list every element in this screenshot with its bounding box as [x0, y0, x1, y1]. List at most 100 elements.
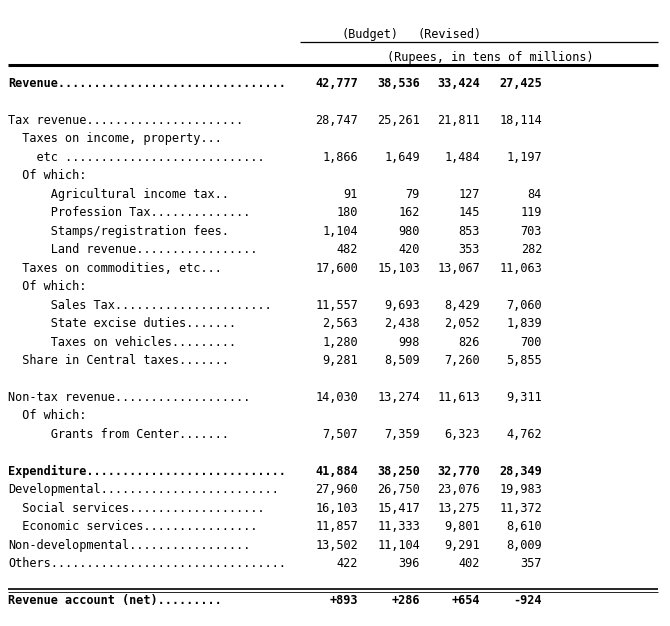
Text: 11,857: 11,857 — [316, 520, 358, 533]
Text: 28,747: 28,747 — [316, 114, 358, 127]
Text: 11,333: 11,333 — [377, 520, 420, 533]
Text: 11,104: 11,104 — [377, 538, 420, 552]
Text: 482: 482 — [336, 243, 358, 256]
Text: 11,613: 11,613 — [438, 391, 480, 404]
Text: 11,557: 11,557 — [316, 299, 358, 312]
Text: Social services...................: Social services................... — [8, 501, 265, 515]
Text: Economic services................: Economic services................ — [8, 520, 257, 533]
Text: 2,438: 2,438 — [385, 317, 420, 330]
Text: 27,425: 27,425 — [499, 77, 542, 90]
Text: etc ............................: etc ............................ — [8, 151, 265, 164]
Text: Revenue................................: Revenue................................ — [8, 77, 286, 90]
Text: 422: 422 — [336, 557, 358, 570]
Text: Of which:: Of which: — [8, 169, 86, 182]
Text: 145: 145 — [459, 206, 480, 219]
Text: 396: 396 — [399, 557, 420, 570]
Text: 9,311: 9,311 — [507, 391, 542, 404]
Text: Non-tax revenue...................: Non-tax revenue................... — [8, 391, 251, 404]
Text: 1,839: 1,839 — [507, 317, 542, 330]
Text: 27,960: 27,960 — [316, 483, 358, 496]
Text: 998: 998 — [399, 336, 420, 349]
Text: 1,866: 1,866 — [322, 151, 358, 164]
Text: (Budget): (Budget) — [342, 28, 399, 41]
Text: 8,509: 8,509 — [385, 354, 420, 367]
Text: 1,280: 1,280 — [322, 336, 358, 349]
Text: 14,030: 14,030 — [316, 391, 358, 404]
Text: 16,103: 16,103 — [316, 501, 358, 515]
Text: Share in Central taxes.......: Share in Central taxes....... — [8, 354, 229, 367]
Text: 8,009: 8,009 — [507, 538, 542, 552]
Text: 4,762: 4,762 — [507, 428, 542, 441]
Text: State excise duties.......: State excise duties....... — [8, 317, 236, 330]
Text: 1,197: 1,197 — [507, 151, 542, 164]
Text: 17,600: 17,600 — [316, 262, 358, 275]
Text: 15,103: 15,103 — [377, 262, 420, 275]
Text: 7,260: 7,260 — [444, 354, 480, 367]
Text: 357: 357 — [521, 557, 542, 570]
Text: 980: 980 — [399, 225, 420, 238]
Text: 402: 402 — [459, 557, 480, 570]
Text: Revenue account (net).........: Revenue account (net)......... — [8, 594, 222, 607]
Text: 9,281: 9,281 — [322, 354, 358, 367]
Text: 11,372: 11,372 — [499, 501, 542, 515]
Text: +286: +286 — [391, 594, 420, 607]
Text: Developmental.........................: Developmental......................... — [8, 483, 279, 496]
Text: 2,052: 2,052 — [444, 317, 480, 330]
Text: 700: 700 — [521, 336, 542, 349]
Text: 18,114: 18,114 — [499, 114, 542, 127]
Text: 162: 162 — [399, 206, 420, 219]
Text: 13,502: 13,502 — [316, 538, 358, 552]
Text: 9,693: 9,693 — [385, 299, 420, 312]
Text: 32,770: 32,770 — [438, 464, 480, 478]
Text: 84: 84 — [528, 188, 542, 201]
Text: Taxes on income, property...: Taxes on income, property... — [8, 133, 222, 145]
Text: 23,076: 23,076 — [438, 483, 480, 496]
Text: (Revised): (Revised) — [418, 28, 482, 41]
Text: 127: 127 — [459, 188, 480, 201]
Text: Stamps/registration fees.: Stamps/registration fees. — [8, 225, 229, 238]
Text: +654: +654 — [452, 594, 480, 607]
Text: 15,417: 15,417 — [377, 501, 420, 515]
Text: 13,067: 13,067 — [438, 262, 480, 275]
Text: 42,777: 42,777 — [316, 77, 358, 90]
Text: 180: 180 — [336, 206, 358, 219]
Text: 19,983: 19,983 — [499, 483, 542, 496]
Text: Expenditure............................: Expenditure............................ — [8, 464, 286, 478]
Text: Sales Tax......................: Sales Tax...................... — [8, 299, 271, 312]
Text: 282: 282 — [521, 243, 542, 256]
Text: 7,359: 7,359 — [385, 428, 420, 441]
Text: -924: -924 — [513, 594, 542, 607]
Text: 21,811: 21,811 — [438, 114, 480, 127]
Text: 7,060: 7,060 — [507, 299, 542, 312]
Text: 13,274: 13,274 — [377, 391, 420, 404]
Text: Taxes on commodities, etc...: Taxes on commodities, etc... — [8, 262, 222, 275]
Text: 826: 826 — [459, 336, 480, 349]
Text: 853: 853 — [459, 225, 480, 238]
Text: 28,349: 28,349 — [499, 464, 542, 478]
Text: Of which:: Of which: — [8, 409, 86, 423]
Text: 6,323: 6,323 — [444, 428, 480, 441]
Text: 13,275: 13,275 — [438, 501, 480, 515]
Text: 38,536: 38,536 — [377, 77, 420, 90]
Text: 9,291: 9,291 — [444, 538, 480, 552]
Text: 1,104: 1,104 — [322, 225, 358, 238]
Text: Grants from Center.......: Grants from Center....... — [8, 428, 229, 441]
Text: 91: 91 — [344, 188, 358, 201]
Text: 119: 119 — [521, 206, 542, 219]
Text: 79: 79 — [406, 188, 420, 201]
Text: 8,610: 8,610 — [507, 520, 542, 533]
Text: 11,063: 11,063 — [499, 262, 542, 275]
Text: 41,884: 41,884 — [316, 464, 358, 478]
Text: (Rupees, in tens of millions): (Rupees, in tens of millions) — [387, 51, 594, 64]
Text: 8,429: 8,429 — [444, 299, 480, 312]
Text: Agricultural income tax..: Agricultural income tax.. — [8, 188, 229, 201]
Text: 353: 353 — [459, 243, 480, 256]
Text: 7,507: 7,507 — [322, 428, 358, 441]
Text: 5,855: 5,855 — [507, 354, 542, 367]
Text: 26,750: 26,750 — [377, 483, 420, 496]
Text: 1,649: 1,649 — [385, 151, 420, 164]
Text: 703: 703 — [521, 225, 542, 238]
Text: Non-developmental.................: Non-developmental................. — [8, 538, 251, 552]
Text: 9,801: 9,801 — [444, 520, 480, 533]
Text: Of which:: Of which: — [8, 280, 86, 293]
